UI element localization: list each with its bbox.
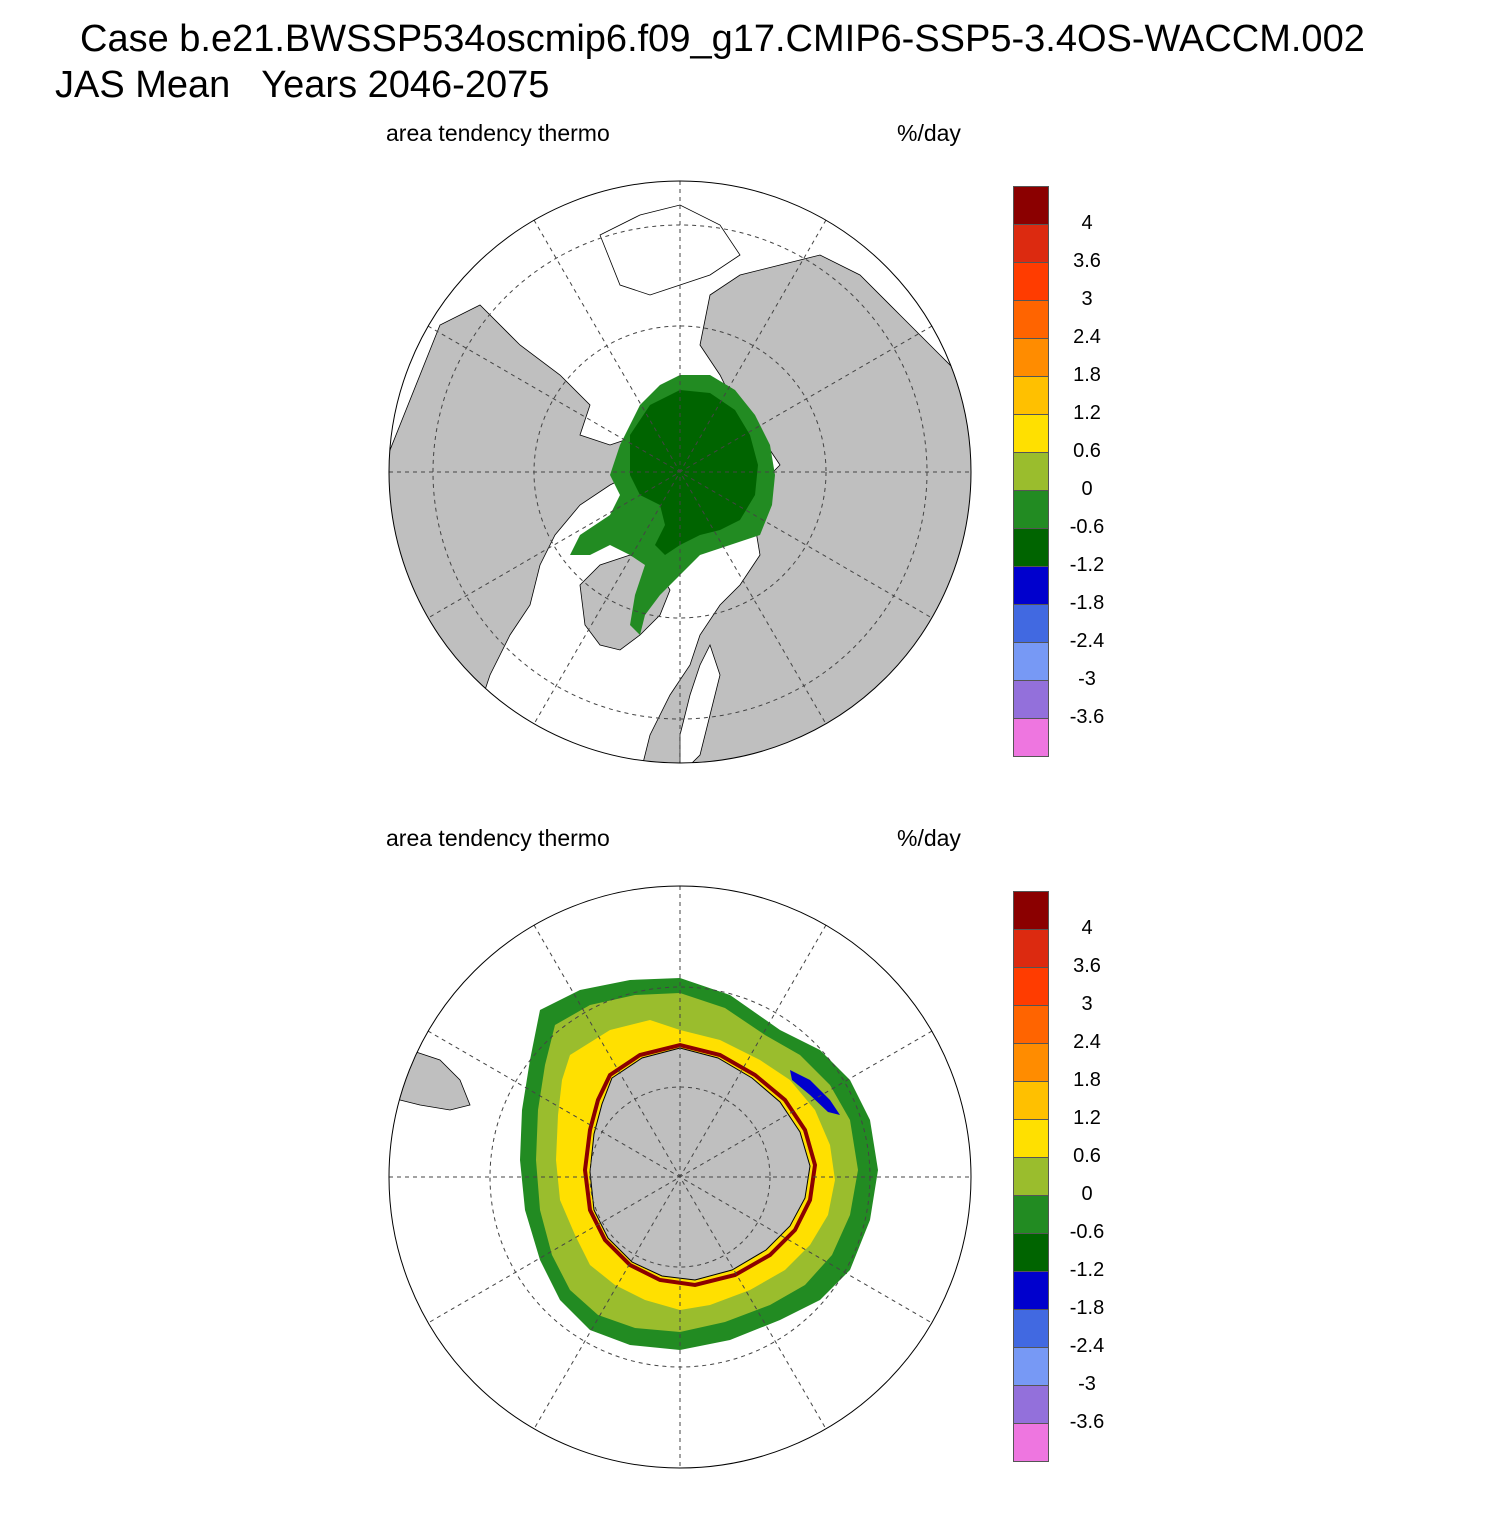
colorbar-swatch — [1013, 1272, 1049, 1310]
colorbar-swatch — [1013, 1386, 1049, 1424]
colorbar-swatch — [1013, 1234, 1049, 1272]
ice-edge-blue-patch — [790, 1070, 840, 1115]
colorbar-swatch — [1013, 377, 1049, 415]
colorbar-tick: 1.2 — [1073, 1107, 1101, 1129]
colorbar-tick: 4 — [1081, 212, 1093, 234]
south-units-label: %/day — [897, 825, 961, 851]
colorbar-swatch — [1013, 225, 1049, 263]
north-polar-map — [388, 180, 972, 764]
colorbar-tick: -2.4 — [1069, 1335, 1105, 1357]
colorbar-swatch — [1013, 415, 1049, 453]
scandinavia-white-gap — [679, 643, 721, 763]
colorbar-swatch — [1013, 930, 1049, 968]
alaska-white-gap — [599, 204, 741, 296]
colorbar-tick: -1.2 — [1069, 1259, 1105, 1281]
north-polar-panel: area tendency thermo %/day — [0, 110, 1500, 815]
colorbar-swatch — [1013, 263, 1049, 301]
colorbar-tick: 3 — [1081, 993, 1093, 1015]
antarctica-land — [589, 1047, 811, 1281]
colorbar-swatch — [1013, 453, 1049, 491]
colorbar-swatch — [1013, 1158, 1049, 1196]
colorbar-swatch — [1013, 491, 1049, 529]
colorbar-tick: 1.8 — [1073, 1069, 1101, 1091]
colorbar-tick: -0.6 — [1069, 516, 1105, 538]
colorbar-swatch — [1013, 605, 1049, 643]
colorbar-swatch — [1013, 1310, 1049, 1348]
south-polar-map — [388, 885, 972, 1469]
colorbar-swatch — [1013, 1196, 1049, 1234]
colorbar-tick: 2.4 — [1073, 1031, 1101, 1053]
colorbar-tick: 1.8 — [1073, 364, 1101, 386]
colorbar-tick: 0 — [1081, 478, 1093, 500]
south-colorbar — [1013, 891, 1049, 1462]
colorbar-swatch — [1013, 891, 1049, 930]
colorbar-tick: -0.6 — [1069, 1221, 1105, 1243]
north-colorbar — [1013, 186, 1049, 757]
colorbar-tick: 0 — [1081, 1183, 1093, 1205]
colorbar-tick: -3 — [1078, 668, 1096, 690]
colorbar-tick: 3.6 — [1073, 250, 1101, 272]
colorbar-tick: -3 — [1078, 1373, 1096, 1395]
colorbar-tick: -2.4 — [1069, 630, 1105, 652]
colorbar-swatch — [1013, 301, 1049, 339]
figure-title-line2: JAS Mean Years 2046-2075 — [55, 64, 550, 106]
colorbar-tick: -1.8 — [1069, 1297, 1105, 1319]
colorbar-swatch — [1013, 719, 1049, 757]
north-variable-label: area tendency thermo — [386, 120, 610, 146]
colorbar-swatch — [1013, 1006, 1049, 1044]
colorbar-tick: 0.6 — [1073, 1145, 1101, 1167]
colorbar-swatch — [1013, 186, 1049, 225]
colorbar-swatch — [1013, 681, 1049, 719]
south-polar-panel: area tendency thermo %/day — [0, 815, 1500, 1520]
colorbar-tick: 1.2 — [1073, 402, 1101, 424]
colorbar-swatch — [1013, 529, 1049, 567]
colorbar-swatch — [1013, 1044, 1049, 1082]
colorbar-tick: 3.6 — [1073, 955, 1101, 977]
colorbar-swatch — [1013, 968, 1049, 1006]
colorbar-swatch — [1013, 1424, 1049, 1462]
colorbar-swatch — [1013, 1120, 1049, 1158]
figure-title-line1: Case b.e21.BWSSP534oscmip6.f09_g17.CMIP6… — [80, 18, 1365, 60]
colorbar-swatch — [1013, 1082, 1049, 1120]
colorbar-swatch — [1013, 567, 1049, 605]
colorbar-tick: -1.2 — [1069, 554, 1105, 576]
colorbar-tick: -3.6 — [1069, 706, 1105, 728]
colorbar-swatch — [1013, 643, 1049, 681]
colorbar-tick: 4 — [1081, 917, 1093, 939]
colorbar-tick: 2.4 — [1073, 326, 1101, 348]
antarctic-coastal-red-line — [582, 1042, 818, 1288]
colorbar-tick: -1.8 — [1069, 592, 1105, 614]
colorbar-tick: 0.6 — [1073, 440, 1101, 462]
north-units-label: %/day — [897, 120, 961, 146]
colorbar-tick: -3.6 — [1069, 1411, 1105, 1433]
colorbar-swatch — [1013, 1348, 1049, 1386]
south-variable-label: area tendency thermo — [386, 825, 610, 851]
colorbar-tick: 3 — [1081, 288, 1093, 310]
colorbar-swatch — [1013, 339, 1049, 377]
